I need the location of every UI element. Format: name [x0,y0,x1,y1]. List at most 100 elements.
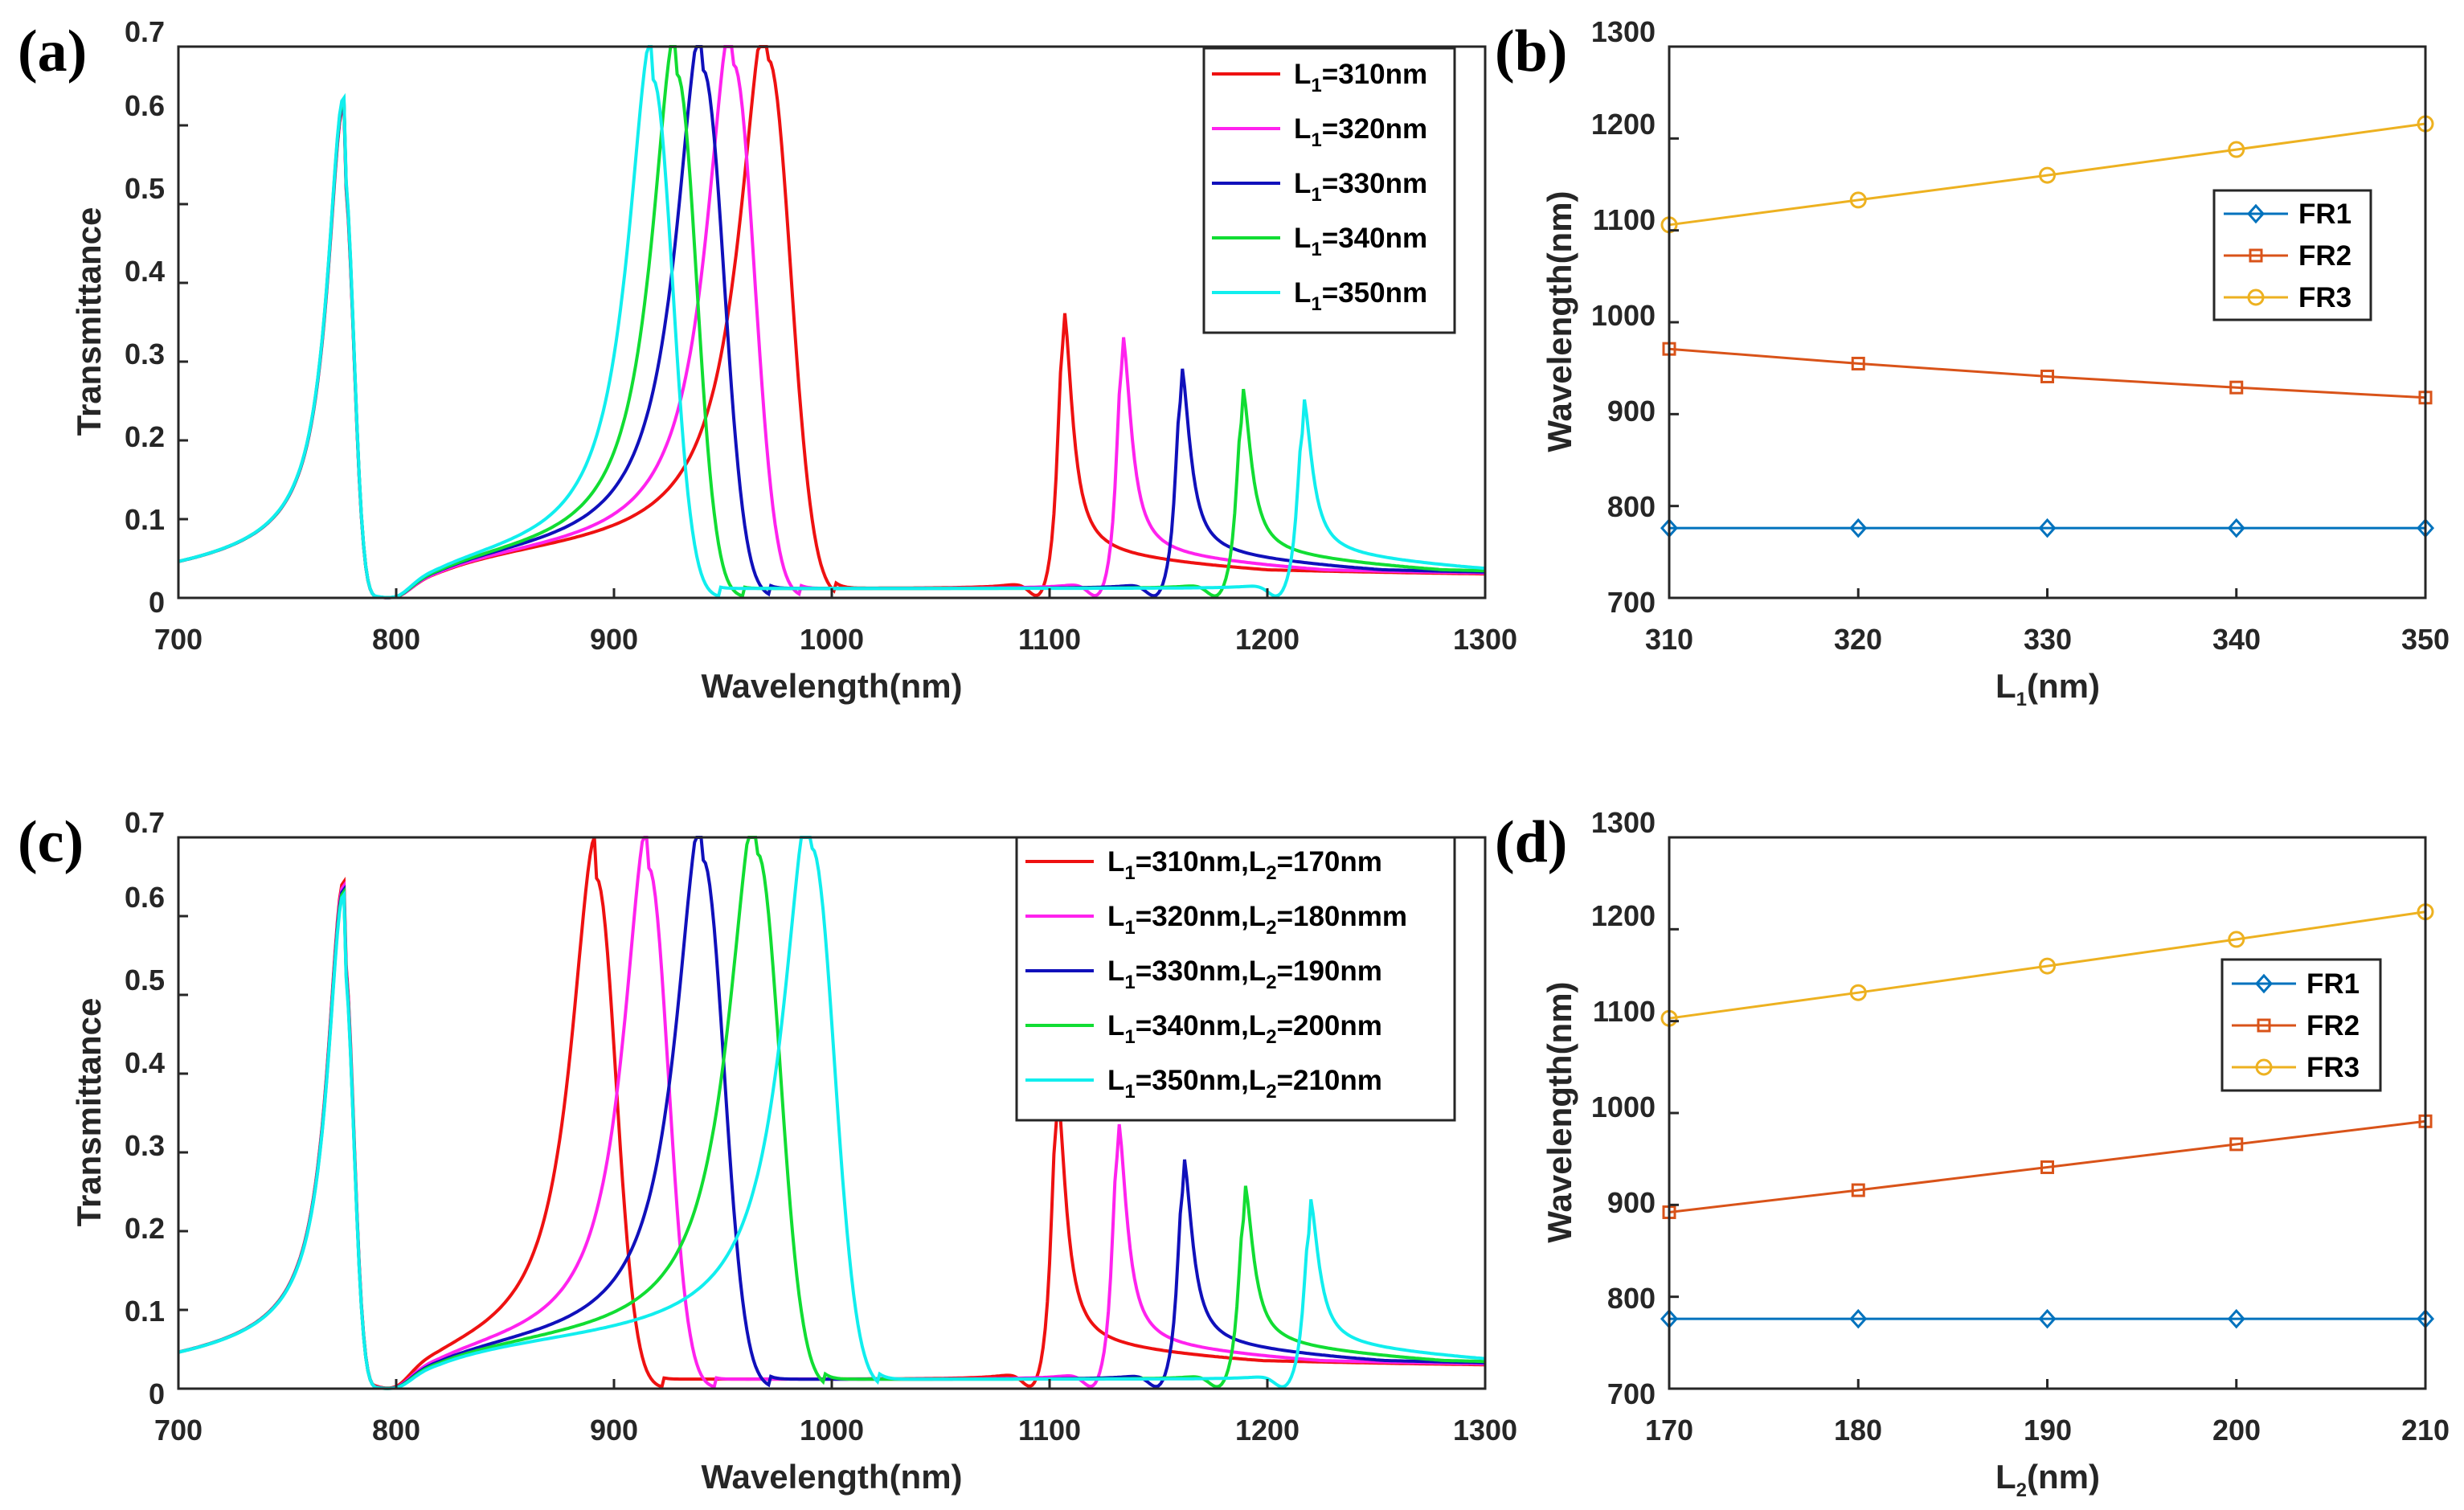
x-tick-label: 1100 [1018,623,1081,656]
x-tick-label: 320 [1834,623,1882,656]
x-tick-label: 700 [154,623,203,656]
legend-label: FR1 [2306,968,2360,1000]
y-tick-label: 1200 [1591,899,1656,932]
fr2-line [1668,347,2426,399]
legend-label: L1=350nm,L2=210nm [1107,1065,1382,1103]
y-tick-label: 0.4 [125,1046,165,1079]
y-tick-label: 1100 [1593,203,1656,236]
fr3-marker [2039,166,2056,184]
y-axis-label-d: Wavelength(nm) [1541,981,1578,1242]
fr2-marker [1851,1183,1865,1197]
legend-marker [2247,288,2265,306]
legend-label: L1=310nm,L2=170nm [1107,846,1382,884]
tick-marks-a [177,45,1487,599]
fr1-marker [2227,1308,2245,1329]
markers-d [1660,903,2435,1329]
y-tick-label: 0.5 [125,964,165,996]
x-axis-label-c: Wavelength(nm) [701,1458,962,1496]
x-tick-label: 800 [372,623,420,656]
y-tick-label: 1000 [1591,1091,1656,1123]
x-tick-labels-d: 170 180 190 200 210 [1645,1414,2450,1447]
y-tick-label: 0.6 [125,89,165,122]
legend-label: L1=310nm [1294,59,1427,96]
y-tick-label: 800 [1607,490,1656,523]
fr3-marker [1849,984,1867,1001]
fr1-marker [2038,1308,2057,1329]
x-tick-label: 1200 [1235,623,1300,656]
legend-label: L1=340nm,L2=200nm [1107,1010,1382,1048]
fr2-marker [2040,1160,2054,1174]
panel-c: (c) 0 0.1 0.2 0.3 0.4 0.5 0.6 0.7 700 80… [18,806,1517,1496]
tick-marks-c [177,836,1487,1390]
tick-marks-d [1668,836,2427,1390]
x-tick-label: 310 [1645,623,1693,656]
x-tick-label: 190 [2024,1414,2072,1447]
legend-label: L1=320nm [1294,113,1427,151]
x-tick-label: 1300 [1453,1414,1517,1447]
legend-box-c [1015,836,1456,1122]
fr2-line [1668,1119,2426,1213]
y-tick-label: 1300 [1591,15,1656,48]
fr3-marker [1849,191,1867,209]
x-tick-labels-b: 310 320 330 340 350 [1645,623,2450,656]
y-tick-label: 0.5 [125,172,165,205]
legend-a: L1=310nm L1=320nm L1=330nm L1=340nm L1=3… [1202,47,1456,334]
panel-d: (d) 700 800 900 1000 1100 1200 1300 170 … [1495,806,2450,1501]
x-tick-label: 1000 [800,623,864,656]
y-tick-label: 1300 [1591,806,1656,839]
y-tick-label: 0.1 [125,503,165,536]
fr-lines-d [1668,911,2426,1320]
x-tick-label: 1300 [1453,623,1517,656]
y-tick-label: 0.3 [125,338,165,370]
y-tick-label: 0.1 [125,1295,165,1328]
x-tick-label: 700 [154,1414,203,1447]
panel-label-d: (d) [1495,809,1567,875]
y-tick-labels-c: 0 0.1 0.2 0.3 0.4 0.5 0.6 0.7 [125,806,165,1410]
fr1-legend-marker [2254,973,2274,994]
x-tick-label: 210 [2401,1414,2450,1447]
legend-label: L1=320nm,L2=180nmm [1107,901,1407,939]
panel-label-a: (a) [18,18,87,84]
legend-marker [2249,248,2263,263]
y-tick-label: 1200 [1591,108,1656,141]
x-tick-label: 800 [372,1414,420,1447]
x-tick-labels-c: 700 800 900 1000 1100 1200 1300 [154,1414,1517,1447]
legend-box-a [1202,47,1456,334]
legend-label: FR3 [2298,282,2351,313]
axes-box-b [1668,45,2427,599]
x-tick-label: 200 [2212,1414,2261,1447]
legend-label: L1=350nm [1294,277,1427,315]
x-axis-label-a: Wavelength(nm) [701,667,962,705]
legend-label: FR2 [2306,1010,2360,1041]
x-tick-label: 340 [2212,623,2261,656]
fr-lines-b [1668,122,2426,530]
legend-marker [2257,1018,2271,1033]
panel-label-c: (c) [18,809,84,875]
x-axis-label-b: L1(nm) [1995,667,2100,710]
y-tick-label: 0.2 [125,1212,165,1245]
y-tick-label: 0.3 [125,1129,165,1162]
legend-label: FR1 [2298,198,2351,230]
y-axis-label-b: Wavelength(nm) [1541,190,1578,452]
legend-label: L1=330nm,L2=190nm [1107,956,1382,993]
y-tick-label: 1100 [1593,995,1656,1028]
legend-label: FR3 [2306,1052,2360,1083]
x-tick-label: 900 [590,623,638,656]
legend-d: FR1 FR2 FR3 [2220,958,2382,1092]
fr3-legend-marker [2247,288,2265,306]
y-tick-label: 0.4 [125,255,165,288]
fr2-legend-marker [2257,1018,2271,1033]
legend-b: FR1 FR2 FR3 [2212,189,2372,321]
x-tick-labels-a: 700 800 900 1000 1100 1200 1300 [154,623,1517,656]
y-tick-label: 0 [149,1377,165,1410]
legend-marker [2254,973,2274,994]
y-axis-label-c: Transmittance [70,998,108,1227]
fr2-marker [2229,380,2244,395]
markers-b [1660,115,2435,538]
fr3-marker [2228,141,2245,158]
fr1-marker [2038,518,2057,538]
x-axis-label-d: L2(nm) [1995,1458,2100,1501]
y-tick-label: 700 [1607,1377,1656,1410]
fr2-marker [1851,356,1865,370]
